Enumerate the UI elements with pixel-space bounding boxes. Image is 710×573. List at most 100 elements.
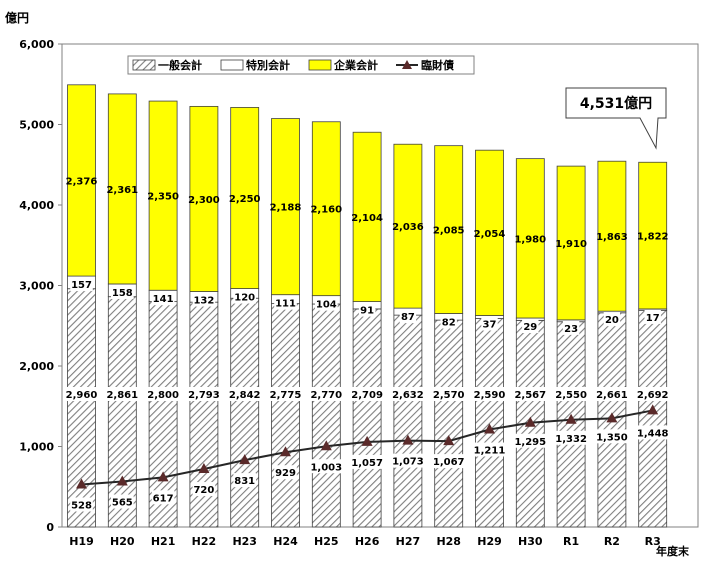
marker-rinzaisai-H30 [524, 416, 536, 427]
label-enterprise-H24: 2,188 [270, 203, 302, 214]
total-callout: 4,531億円 [565, 87, 667, 150]
label-general-H19-bg [64, 387, 99, 401]
bar-enterprise-H23 [230, 107, 260, 289]
x-tick-label: H20 [110, 535, 135, 548]
label-special-R1-bg [562, 320, 580, 335]
label-enterprise-R2: 1,863 [596, 232, 628, 243]
label-general-H21-bg [145, 387, 181, 401]
label-general-H26-bg [349, 387, 385, 401]
label-special-H22: 132 [193, 296, 214, 307]
label-rinzaisai-R3-bg [635, 425, 671, 440]
label-enterprise-H23: 2,250 [229, 194, 261, 205]
label-special-H23: 120 [234, 293, 255, 304]
label-enterprise-H22: 2,300 [188, 195, 220, 206]
x-tick-label: R1 [563, 535, 579, 548]
label-general-H26: 2,709 [351, 390, 383, 401]
label-enterprise-H26: 2,104 [351, 213, 383, 224]
label-general-H28: 2,570 [433, 390, 465, 401]
label-special-H29: 37 [483, 320, 497, 331]
label-general-R2-bg [594, 387, 630, 401]
marker-rinzaisai-H23 [239, 454, 251, 465]
label-special-H27: 87 [401, 312, 415, 323]
label-special-H26-bg [358, 302, 376, 317]
label-rinzaisai-H27-bg [390, 453, 426, 468]
label-rinzaisai-H28-bg [431, 454, 467, 469]
label-enterprise-H27: 2,036 [392, 222, 424, 233]
bar-enterprise-H25 [311, 121, 341, 297]
marker-rinzaisai-R2 [606, 412, 618, 423]
legend-label-rinzaisai: 臨財債 [421, 58, 454, 72]
x-tick-label: H23 [232, 535, 257, 548]
bar-enterprise-H22 [189, 105, 219, 292]
legend-swatch-general [132, 59, 156, 71]
callout-text: 4,531億円 [580, 95, 652, 112]
label-special-H23-bg [233, 289, 256, 304]
marker-rinzaisai-H28 [443, 435, 455, 446]
label-special-H26: 91 [360, 306, 374, 317]
label-enterprise-H19: 2,376 [66, 176, 98, 187]
x-tick-label: H28 [436, 535, 461, 548]
label-general-R2: 2,661 [596, 390, 628, 401]
label-rinzaisai-H23: 831 [234, 476, 255, 487]
bar-general-H29 [475, 318, 504, 528]
label-special-H24-bg [274, 295, 297, 310]
label-rinzaisai-R3: 1,448 [637, 428, 669, 439]
x-tick-label: H29 [477, 535, 502, 548]
x-tick-label: H30 [518, 535, 543, 548]
label-rinzaisai-R2: 1,350 [596, 432, 628, 443]
legend: 一般会計 特別会計 企業会計 臨財債 [127, 55, 475, 75]
label-general-H25-bg [308, 387, 344, 401]
label-special-R2-bg [603, 312, 621, 327]
marker-rinzaisai-R1 [565, 413, 577, 424]
label-enterprise-H29: 2,054 [474, 229, 506, 240]
label-general-H19: 2,960 [66, 390, 98, 401]
label-rinzaisai-H20: 565 [112, 498, 133, 509]
label-general-H24: 2,775 [270, 390, 302, 401]
label-special-H25-bg [315, 296, 338, 311]
label-general-H28-bg [431, 387, 467, 401]
marker-rinzaisai-H20 [116, 475, 128, 486]
bar-general-R3 [638, 309, 668, 528]
label-special-H19-bg [70, 277, 93, 292]
marker-rinzaisai-H26 [361, 435, 373, 446]
label-special-H21-bg [151, 291, 175, 306]
label-special-R1: 23 [564, 324, 578, 335]
x-tick-label: H22 [192, 535, 217, 548]
label-enterprise-H21: 2,350 [147, 192, 179, 203]
label-special-H20-bg [111, 284, 134, 299]
legend-box [127, 55, 475, 75]
label-special-H25: 104 [316, 300, 337, 311]
label-special-H19: 157 [71, 280, 92, 291]
legend-label-general: 一般会計 [158, 58, 202, 72]
label-general-H30-bg [512, 387, 548, 401]
label-general-H25: 2,770 [310, 390, 342, 401]
label-rinzaisai-H20-bg [111, 494, 134, 509]
bar-general-H27 [393, 314, 423, 528]
label-special-R2: 20 [605, 315, 619, 326]
label-special-H30: 29 [523, 322, 537, 333]
y-tick-label: 5,000 [19, 119, 54, 132]
bar-enterprise-H19 [67, 84, 96, 277]
bar-enterprise-R2 [597, 160, 627, 312]
label-rinzaisai-H22: 720 [193, 485, 214, 496]
x-tick-label: H26 [355, 535, 380, 548]
bar-general-H20 [107, 296, 137, 528]
legend-swatch-special [220, 59, 244, 71]
label-general-H27: 2,632 [392, 390, 424, 401]
x-tick-label: H24 [273, 535, 298, 548]
label-enterprise-H28: 2,085 [433, 226, 465, 237]
bar-general-H25 [311, 303, 341, 528]
label-special-R3: 17 [646, 313, 660, 324]
x-tick-label: H25 [314, 535, 339, 548]
label-rinzaisai-H25-bg [308, 459, 344, 474]
bar-general-H21 [148, 301, 178, 528]
label-general-R3-bg [635, 387, 671, 401]
label-rinzaisai-H29-bg [472, 442, 507, 457]
y-tick-label: 0 [46, 521, 54, 534]
bar-general-H23 [230, 297, 260, 528]
x-tick-label: R3 [645, 535, 661, 548]
label-rinzaisai-H24-bg [274, 465, 297, 480]
bar-general-H24 [271, 303, 300, 528]
label-general-H29: 2,590 [474, 390, 506, 401]
